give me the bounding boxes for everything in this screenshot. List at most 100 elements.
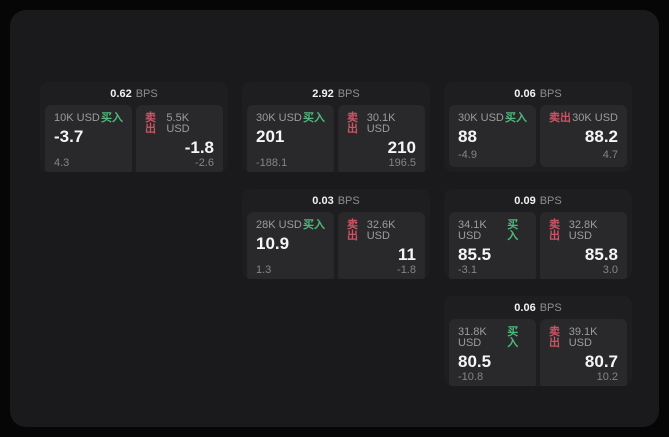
- quotes-panel: 0.62 BPS 10K USD 买入 -3.7 4.3 卖出 5.5K USD…: [10, 10, 659, 427]
- sell-top-row: 卖出 5.5K USD: [145, 113, 214, 135]
- buy-price: -3.7: [54, 127, 84, 146]
- sell-change: 3.0: [602, 263, 618, 276]
- buy-change: -188.1: [256, 156, 288, 169]
- sell-side-label: 卖出: [549, 326, 560, 349]
- buy-amount: 30K USD: [256, 112, 302, 124]
- buy-top-row: 10K USD 买入: [54, 113, 123, 124]
- buy-price: 88: [458, 127, 477, 146]
- buy-panel[interactable]: 30K USD 买入 201 -188.1: [247, 105, 334, 172]
- sell-panel[interactable]: 卖出 32.6K USD 11 -1.8: [338, 212, 425, 279]
- sell-panel[interactable]: 卖出 39.1K USD 80.7 10.2: [540, 319, 627, 386]
- buy-side-label: 买入: [507, 219, 519, 242]
- bps-unit-label: BPS: [337, 87, 360, 100]
- buy-panel[interactable]: 31.8K USD 买入 80.5 -10.8: [449, 319, 536, 386]
- card-header: 0.03 BPS: [242, 189, 430, 212]
- buy-side-label: 买入: [101, 112, 123, 124]
- buy-price: 80.5: [458, 352, 492, 371]
- buy-top-row: 31.8K USD 买入: [458, 327, 527, 349]
- sell-amount: 30.1K USD: [366, 112, 396, 135]
- bps-value: 0.06: [514, 301, 536, 314]
- buy-panel[interactable]: 28K USD 买入 10.9 1.3: [247, 212, 334, 279]
- buy-panel[interactable]: 10K USD 买入 -3.7 4.3: [45, 105, 132, 172]
- buy-side-label: 买入: [303, 112, 325, 124]
- buy-amount: 34.1K USD: [458, 219, 487, 242]
- sell-price: 88.2: [584, 127, 618, 146]
- sell-change: -1.8: [397, 263, 416, 276]
- bps-value: 2.92: [312, 87, 334, 100]
- sell-change: 10.2: [596, 370, 618, 383]
- buy-change: -4.9: [458, 149, 477, 161]
- card-header: 0.62 BPS: [40, 82, 228, 105]
- sell-panel[interactable]: 卖出 30.1K USD 210 196.5: [338, 105, 425, 172]
- sell-top-row: 卖出 30K USD: [549, 113, 618, 124]
- quote-card: 2.92 BPS 30K USD 买入 201 -188.1 卖出 30.1K …: [242, 82, 430, 172]
- buy-price: 85.5: [458, 245, 492, 264]
- quote-card: 0.03 BPS 28K USD 买入 10.9 1.3 卖出 32.6K US…: [242, 189, 430, 279]
- card-header: 2.92 BPS: [242, 82, 430, 105]
- sell-amount: 5.5K USD: [166, 112, 190, 135]
- sell-panel[interactable]: 卖出 30K USD 88.2 4.7: [540, 105, 627, 167]
- buy-amount: 28K USD: [256, 219, 302, 231]
- quote-panels: 30K USD 买入 88 -4.9 卖出 30K USD 88.2 4.7: [444, 105, 632, 172]
- sell-top-row: 卖出 30.1K USD: [347, 113, 416, 135]
- quote-panels: 30K USD 买入 201 -188.1 卖出 30.1K USD 210 1…: [242, 105, 430, 172]
- bps-value: 0.09: [514, 194, 536, 207]
- buy-panel[interactable]: 34.1K USD 买入 85.5 -3.1: [449, 212, 536, 279]
- buy-change: 1.3: [256, 263, 272, 276]
- bps-unit-label: BPS: [337, 194, 360, 207]
- sell-amount: 32.8K USD: [568, 219, 598, 242]
- buy-panel[interactable]: 30K USD 买入 88 -4.9: [449, 105, 536, 167]
- buy-change: -10.8: [458, 370, 484, 383]
- sell-amount: 30K USD: [572, 112, 618, 124]
- bps-value: 0.03: [312, 194, 334, 207]
- bps-unit-label: BPS: [539, 194, 562, 207]
- sell-change: 4.7: [602, 149, 618, 161]
- buy-side-label: 买入: [505, 112, 527, 124]
- buy-top-row: 28K USD 买入: [256, 220, 325, 231]
- quote-card: 0.62 BPS 10K USD 买入 -3.7 4.3 卖出 5.5K USD…: [40, 82, 228, 172]
- quote-card: 0.09 BPS 34.1K USD 买入 85.5 -3.1 卖出 32.8K…: [444, 189, 632, 279]
- buy-side-label: 买入: [507, 326, 519, 349]
- sell-top-row: 卖出 39.1K USD: [549, 327, 618, 349]
- quote-card: 0.06 BPS 31.8K USD 买入 80.5 -10.8 卖出 39.1…: [444, 296, 632, 386]
- card-header: 0.06 BPS: [444, 82, 632, 105]
- sell-panel[interactable]: 卖出 32.8K USD 85.8 3.0: [540, 212, 627, 279]
- buy-top-row: 30K USD 买入: [458, 113, 527, 124]
- buy-top-row: 30K USD 买入: [256, 113, 325, 124]
- bps-value: 0.62: [110, 87, 132, 100]
- buy-amount: 31.8K USD: [458, 326, 487, 349]
- sell-price: 210: [387, 138, 416, 157]
- sell-price: 80.7: [584, 352, 618, 371]
- buy-top-row: 34.1K USD 买入: [458, 220, 527, 242]
- sell-price: 85.8: [584, 245, 618, 264]
- buy-amount: 30K USD: [458, 112, 504, 124]
- buy-price: 10.9: [256, 234, 290, 253]
- quote-panels: 10K USD 买入 -3.7 4.3 卖出 5.5K USD -1.8 -2.…: [40, 105, 228, 172]
- quote-panels: 31.8K USD 买入 80.5 -10.8 卖出 39.1K USD 80.…: [444, 319, 632, 386]
- buy-change: -3.1: [458, 263, 477, 276]
- sell-panel[interactable]: 卖出 5.5K USD -1.8 -2.6: [136, 105, 223, 172]
- bps-unit-label: BPS: [539, 87, 562, 100]
- sell-side-label: 卖出: [549, 112, 571, 124]
- sell-side-label: 卖出: [347, 112, 358, 135]
- sell-side-label: 卖出: [549, 219, 560, 242]
- sell-top-row: 卖出 32.6K USD: [347, 220, 416, 242]
- quote-panels: 28K USD 买入 10.9 1.3 卖出 32.6K USD 11 -1.8: [242, 212, 430, 279]
- bps-unit-label: BPS: [539, 301, 562, 314]
- quote-card: 0.06 BPS 30K USD 买入 88 -4.9 卖出 30K USD 8…: [444, 82, 632, 172]
- sell-top-row: 卖出 32.8K USD: [549, 220, 618, 242]
- sell-change: -2.6: [195, 156, 214, 169]
- quotes-grid: 0.62 BPS 10K USD 买入 -3.7 4.3 卖出 5.5K USD…: [40, 82, 632, 386]
- quote-panels: 34.1K USD 买入 85.5 -3.1 卖出 32.8K USD 85.8…: [444, 212, 632, 279]
- sell-price: -1.8: [184, 138, 214, 157]
- buy-side-label: 买入: [303, 219, 325, 231]
- bps-value: 0.06: [514, 87, 536, 100]
- card-header: 0.09 BPS: [444, 189, 632, 212]
- buy-price: 201: [256, 127, 285, 146]
- sell-side-label: 卖出: [145, 112, 156, 135]
- sell-amount: 32.6K USD: [366, 219, 396, 242]
- sell-change: 196.5: [388, 156, 416, 169]
- card-header: 0.06 BPS: [444, 296, 632, 319]
- sell-price: 11: [398, 245, 416, 264]
